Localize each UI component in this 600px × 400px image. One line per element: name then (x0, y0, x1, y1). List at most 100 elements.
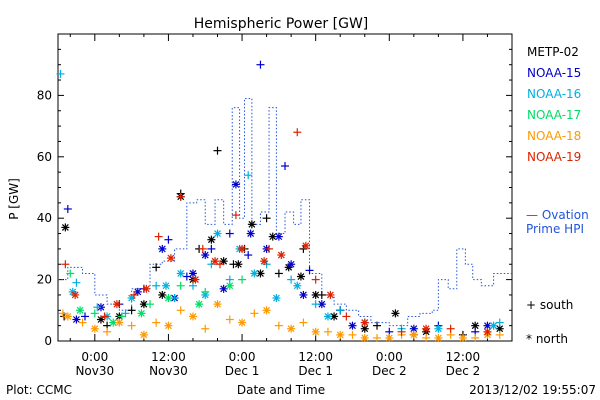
north-marker (422, 324, 431, 333)
south-marker (117, 312, 126, 321)
legend-entry: NOAA-15 (527, 66, 581, 80)
north-marker (489, 321, 498, 330)
south-marker (495, 318, 504, 327)
south-marker (63, 204, 72, 213)
north-marker (409, 330, 418, 339)
south-marker (127, 321, 136, 330)
south-marker (78, 318, 87, 327)
north-marker (260, 257, 269, 266)
north-marker (158, 244, 167, 253)
north-marker (293, 281, 302, 290)
north-marker (231, 180, 240, 189)
x-tick-label-date: Dec 1 (298, 364, 333, 378)
south-marker (152, 263, 161, 272)
south-marker (213, 146, 222, 155)
south-marker (256, 60, 265, 69)
north-marker (72, 315, 81, 324)
south-marker (250, 309, 259, 318)
south-marker (373, 321, 382, 330)
south-marker (244, 171, 253, 180)
y-tick-label: 80 (37, 88, 52, 102)
chart-title: Hemispheric Power [GW] (194, 16, 369, 32)
north-marker (71, 290, 80, 299)
south-marker (265, 244, 274, 253)
north-marker (311, 290, 320, 299)
south-marker (80, 312, 89, 321)
y-tick-label: 40 (37, 211, 52, 225)
south-marker (207, 244, 216, 253)
north-marker (213, 300, 222, 309)
south-marker (56, 69, 65, 78)
south-marker (154, 232, 163, 241)
south-marker (198, 244, 207, 253)
south-marker (262, 214, 271, 223)
north-marker (326, 290, 335, 299)
south-marker (176, 192, 185, 201)
ovation-hpi-line (58, 97, 512, 327)
north-marker (311, 327, 320, 336)
south-marker (281, 162, 289, 171)
south-marker (201, 287, 210, 296)
south-marker (238, 275, 247, 284)
north-marker (61, 223, 70, 232)
north-marker (250, 269, 259, 278)
x-tick-label-date: Dec 1 (225, 364, 260, 378)
north-marker (164, 321, 173, 330)
south-marker (72, 278, 81, 287)
south-marker (127, 306, 136, 315)
south-marker (287, 275, 296, 284)
south-marker (152, 318, 161, 327)
north-marker (211, 257, 220, 266)
north-marker (360, 318, 369, 327)
x-tick-label-date: Dec 2 (446, 364, 481, 378)
north-marker (262, 306, 271, 315)
south-marker (201, 324, 210, 333)
south-marker (311, 275, 320, 284)
north-marker (112, 300, 121, 309)
north-marker (299, 290, 308, 299)
south-marker (446, 324, 455, 333)
south-marker (305, 266, 314, 275)
south-marker (348, 330, 357, 339)
north-marker (201, 251, 210, 260)
north-marker (191, 275, 200, 284)
north-marker (348, 321, 357, 330)
north-marker (385, 333, 394, 342)
south-marker (61, 260, 70, 269)
north-marker (142, 284, 151, 293)
y-tick-label: 20 (37, 273, 52, 287)
north-marker (158, 290, 167, 299)
north-marker (139, 330, 148, 339)
south-marker (336, 306, 345, 315)
legend-entry: NOAA-17 (527, 108, 581, 122)
north-marker (246, 229, 255, 238)
south-marker (146, 300, 155, 309)
north-marker (195, 300, 204, 309)
north-marker (188, 269, 197, 278)
south-marker (274, 321, 283, 330)
south-marker (188, 281, 197, 290)
x-tick-label-time: 0:00 (81, 350, 108, 364)
south-marker (422, 333, 431, 342)
north-marker (272, 294, 281, 303)
x-tick-label-time: 12:00 (151, 350, 186, 364)
south-marker (274, 269, 283, 278)
north-marker (434, 324, 443, 333)
south-marker (164, 235, 173, 244)
north-marker (287, 260, 296, 269)
south-marker (225, 229, 234, 238)
north-marker (287, 324, 296, 333)
south-marker (293, 128, 302, 137)
south-marker (130, 290, 139, 299)
south-marker (182, 272, 191, 281)
north-marker (90, 324, 99, 333)
x-tick-label-time: 12:00 (446, 350, 481, 364)
legend-entry: NOAA-18 (527, 129, 581, 143)
north-marker (247, 220, 256, 229)
legend: METP-02 NOAA-15 NOAA-16 NOAA-17 NOAA-18 NOAA-… (526, 45, 589, 346)
legend-ovation-line2: Prime HPI (526, 222, 584, 236)
plot-frame (57, 33, 513, 342)
south-marker (66, 269, 75, 278)
north-marker (238, 244, 247, 253)
